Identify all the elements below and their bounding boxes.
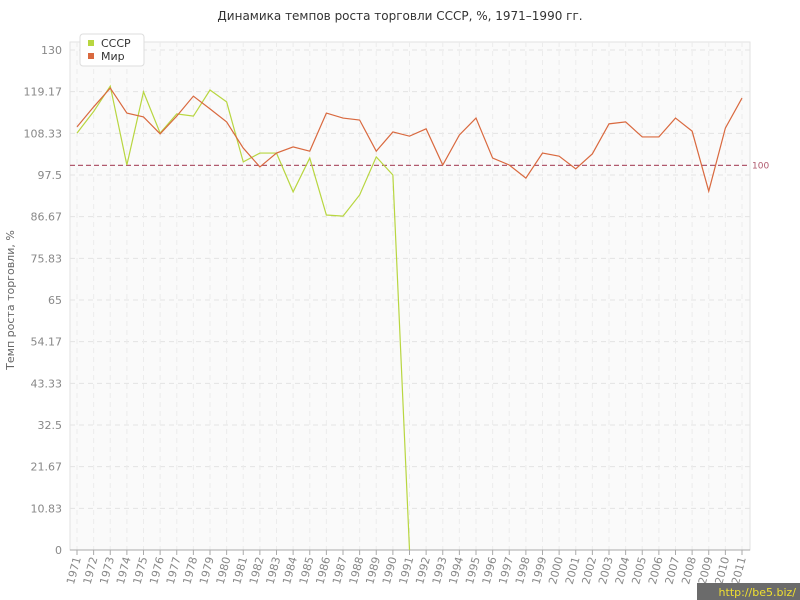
- y-tick-label: 54.17: [31, 336, 63, 349]
- legend-label: Мир: [101, 50, 125, 63]
- y-tick-label: 75.83: [31, 252, 63, 265]
- y-tick-label: 65: [48, 294, 62, 307]
- watermark-bg: [697, 583, 800, 600]
- y-axis-label: Темп роста торговли, %: [4, 230, 17, 371]
- legend-swatch: [88, 40, 94, 46]
- y-tick-label: 32.5: [38, 419, 63, 432]
- legend-label: СССР: [101, 37, 131, 50]
- legend-swatch: [88, 53, 94, 59]
- y-tick-label: 119.17: [24, 86, 63, 99]
- series-line: [76, 84, 411, 551]
- y-tick-label: 86.67: [31, 211, 63, 224]
- series-line: [76, 87, 743, 194]
- chart-title: Динамика темпов роста торговли СССР, %, …: [217, 9, 582, 23]
- y-tick-label: 10.83: [31, 502, 63, 515]
- y-tick-label: 108.33: [24, 127, 63, 140]
- reference-label: 100: [752, 161, 769, 171]
- y-tick-label: 21.67: [31, 461, 63, 474]
- legend-box: [79, 33, 145, 67]
- y-tick-label: 0: [55, 544, 62, 557]
- watermark: http://be5.biz/: [719, 586, 797, 599]
- y-tick-label: 130: [41, 44, 62, 57]
- y-tick-label: 43.33: [31, 377, 63, 390]
- x-tick-label: 2011: [729, 555, 749, 585]
- y-tick-label: 97.5: [38, 169, 63, 182]
